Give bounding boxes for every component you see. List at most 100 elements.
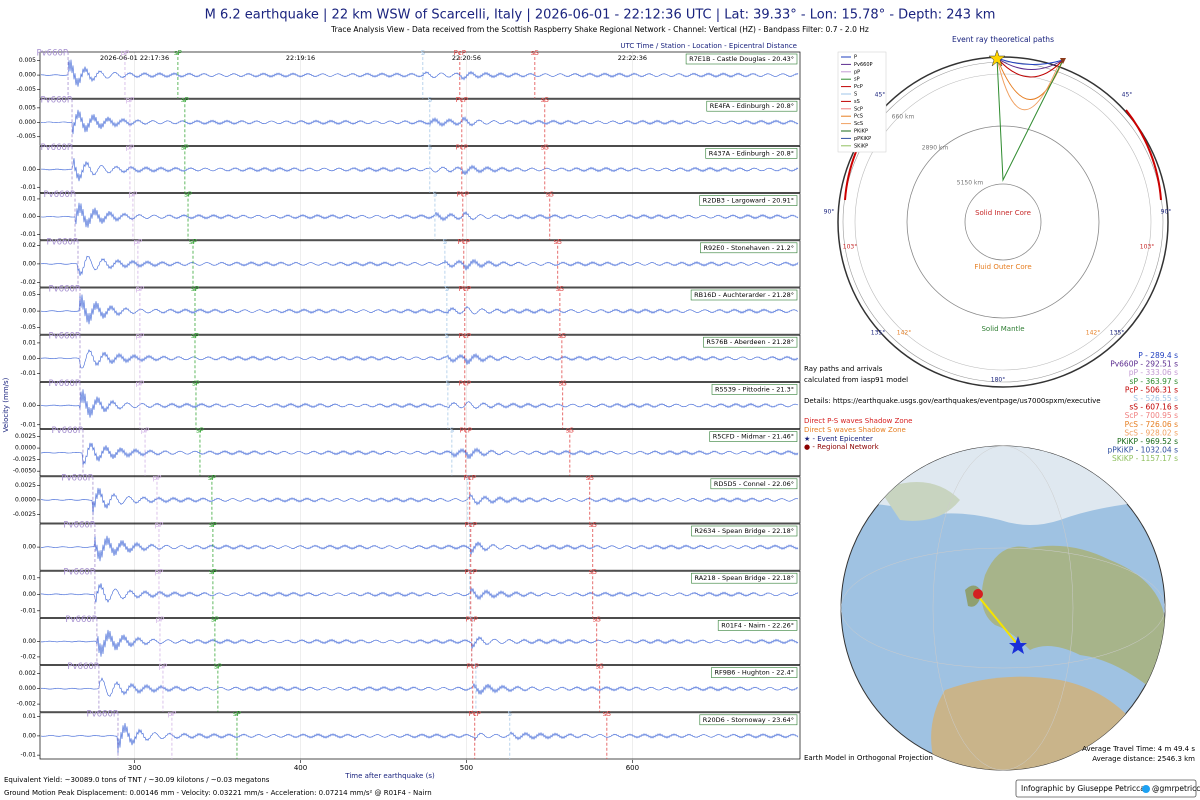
y-tick-label: -0.01 — [20, 184, 36, 191]
arrival-time: P - 289.4 s — [1138, 351, 1178, 360]
phase-label: S — [446, 379, 451, 387]
phase-label: sP — [233, 710, 241, 718]
y-tick-label: 0.00 — [23, 166, 37, 173]
angle-label: 142° — [1086, 330, 1100, 337]
phase-label: PcP — [459, 379, 471, 387]
phase-label: pP — [141, 427, 150, 435]
details-link[interactable]: Details: https://earthquake.usgs.gov/ear… — [804, 397, 1101, 405]
phase-label: sS — [593, 615, 602, 623]
y-tick-label: -0.01 — [20, 607, 36, 614]
handle[interactable]: @gmrpetricca — [1152, 784, 1200, 793]
station-box — [700, 242, 798, 254]
legend-label: ScP — [854, 106, 863, 112]
depth-label: 2890 km — [922, 145, 949, 152]
phase-label: sS — [558, 332, 567, 340]
corner-note: UTC Time / Station - Location - Epicentr… — [620, 42, 797, 50]
y-tick-label: 0.0025 — [15, 433, 36, 440]
phase-label: pP — [136, 285, 145, 293]
phase-label: S — [428, 96, 433, 104]
station-label: R92E0 - Stonehaven - 21.2° — [703, 244, 794, 252]
angle-label: 103° — [1140, 244, 1154, 251]
phase-label: sP — [189, 238, 197, 246]
phase-label: Pv660P — [41, 143, 73, 153]
ray — [996, 57, 1064, 182]
model-note: Ray paths and arrivals — [804, 365, 883, 373]
waveform — [40, 677, 799, 697]
phase-label: S — [466, 474, 471, 482]
x-tick-label: 500 — [460, 764, 473, 772]
ray — [996, 57, 1061, 111]
arrival-time: SKiKP - 1157.17 s — [1112, 454, 1178, 463]
land — [880, 482, 960, 521]
phase-label: sS — [531, 49, 540, 57]
phase-label: sS — [589, 521, 598, 529]
distance: Average distance: 2546.3 km — [1092, 755, 1195, 763]
phase-label: pP — [129, 191, 138, 199]
station-box — [717, 620, 798, 631]
phase-label: sP — [209, 568, 217, 576]
station-box — [699, 714, 798, 726]
depth-label: 5150 km — [957, 180, 984, 187]
y-tick-label: 0.0000 — [15, 496, 36, 503]
travel-time: Average Travel Time: 4 m 49.4 s — [1082, 745, 1195, 753]
phase-label: PcP — [457, 191, 469, 199]
phase-label: sS — [589, 568, 598, 576]
phase-label: S — [474, 663, 479, 671]
trace-frame — [39, 429, 801, 477]
waveform — [40, 59, 799, 87]
waveform — [40, 583, 799, 603]
yield: Equivalent Yield: ~30089.0 tons of TNT /… — [4, 776, 270, 784]
waveform — [40, 109, 799, 135]
phase-label: sS — [586, 474, 595, 482]
waveform — [40, 629, 799, 657]
waveform — [40, 202, 799, 228]
station-label: R2DB3 - Largoward - 20.91° — [703, 197, 794, 205]
shadow-note: Direct P-S waves Shadow Zone — [804, 417, 912, 425]
waveform — [40, 722, 799, 754]
phase-label: sS — [603, 710, 612, 718]
legend-label: Pv660P — [854, 62, 873, 68]
region-label: Solid Inner Core — [975, 209, 1031, 217]
arrival-time: ScS - 928.02 s — [1124, 428, 1178, 437]
phase-label: S — [468, 521, 473, 529]
ray-title: Event ray theoretical paths — [952, 35, 1054, 44]
trace-frame — [39, 476, 801, 524]
phase-label: sS — [541, 96, 550, 104]
ray — [996, 57, 1064, 66]
phase-legend-box — [837, 51, 887, 153]
y-tick-label: 0.00 — [23, 213, 37, 220]
path-line — [977, 595, 1019, 646]
station-label: R5539 - Pittodrie - 21.3° — [715, 385, 794, 393]
phase-label: Pv660P — [63, 521, 95, 531]
phase-label: sP — [181, 143, 189, 151]
utc-tick-label: 2026-06-01 22:17:36 — [100, 54, 169, 62]
trace-frame — [39, 193, 801, 241]
phase-label: pP — [136, 379, 145, 387]
angle-label: 103° — [843, 244, 857, 251]
phase-label: sP — [174, 49, 182, 57]
angle-label: 135° — [871, 330, 885, 337]
model-note: calculated from iasp91 model — [804, 376, 908, 384]
phase-label: sP — [211, 615, 219, 623]
waveform — [40, 389, 799, 418]
angle-label: 142° — [897, 330, 911, 337]
network-marker — [973, 589, 983, 599]
motion: Ground Motion Peak Displacement: 0.00146… — [4, 789, 432, 797]
angle-label: 135° — [1110, 330, 1124, 337]
y-tick-label: -0.05 — [20, 324, 36, 331]
legend-label: S — [854, 92, 857, 98]
phase-label: pP — [121, 49, 130, 57]
phase-label: sP — [181, 96, 189, 104]
phase-label: S — [445, 285, 450, 293]
y-tick-label: -0.0050 — [13, 468, 36, 475]
legend-label: ScS — [854, 121, 863, 127]
y-tick-label: 0.00 — [23, 732, 37, 739]
phase-label: PcP — [467, 663, 479, 671]
phase-label: PcP — [459, 285, 471, 293]
station-box — [699, 195, 798, 206]
y-tick-label: -0.01 — [20, 370, 36, 377]
legend-label: pPKiKP — [854, 136, 871, 142]
phase-label: S — [445, 332, 450, 340]
phase-label: Pv660P — [67, 662, 99, 672]
